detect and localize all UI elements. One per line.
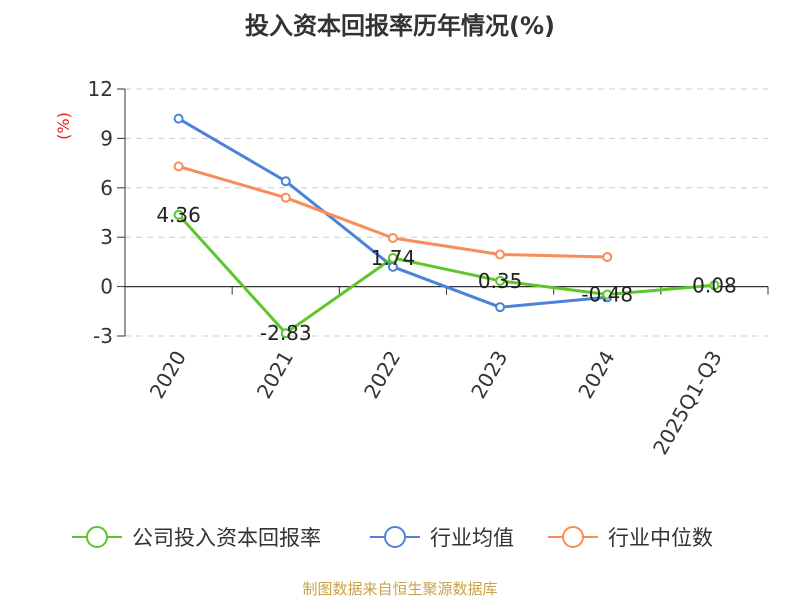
legend-marker-circle xyxy=(86,526,108,548)
y-axis-label: (%) xyxy=(54,112,73,140)
legend-marker-circle xyxy=(562,526,584,548)
data-label: 0.08 xyxy=(692,273,737,297)
x-tick-label: 2025Q1-Q3 xyxy=(648,347,727,459)
x-tick-label: 2020 xyxy=(145,347,191,403)
data-label: 4.36 xyxy=(156,203,201,227)
legend-label: 行业均值 xyxy=(430,526,514,550)
data-point xyxy=(495,249,506,260)
data-point xyxy=(495,275,506,286)
y-tick-label: 9 xyxy=(100,126,113,150)
data-point xyxy=(387,233,398,244)
y-tick-label: -3 xyxy=(93,324,113,348)
data-point xyxy=(173,209,184,220)
y-tick-label: 6 xyxy=(100,176,113,200)
data-point xyxy=(602,251,613,262)
data-point xyxy=(602,289,613,300)
data-point xyxy=(280,328,291,339)
data-label: -2.83 xyxy=(260,321,312,345)
x-tick-label: 2022 xyxy=(359,347,405,403)
legend-label: 公司投入资本回报率 xyxy=(132,526,321,550)
data-label: -0.48 xyxy=(581,283,633,307)
series-line xyxy=(177,117,608,309)
data-point xyxy=(280,192,291,203)
y-tick-label: 12 xyxy=(88,77,113,101)
data-point xyxy=(173,161,184,172)
data-label: 0.35 xyxy=(478,269,523,293)
data-label: 1.74 xyxy=(371,246,416,270)
legend-label: 行业中位数 xyxy=(608,526,713,550)
y-tick-label: 3 xyxy=(100,225,113,249)
legend-marker-circle xyxy=(384,526,406,548)
chart-title: 投入资本回报率历年情况(%) xyxy=(245,12,555,40)
series-line xyxy=(177,213,715,335)
data-point xyxy=(709,280,720,291)
data-point xyxy=(387,252,398,263)
data-point xyxy=(280,176,291,187)
data-point xyxy=(173,113,184,124)
y-tick-label: 0 xyxy=(100,275,113,299)
data-point xyxy=(495,302,506,313)
x-tick-label: 2023 xyxy=(466,347,512,403)
x-tick-label: 2021 xyxy=(252,347,298,403)
series-line xyxy=(178,164,608,259)
x-tick-label: 2024 xyxy=(573,347,619,403)
source-note: 制图数据来自恒生聚源数据库 xyxy=(302,580,498,598)
